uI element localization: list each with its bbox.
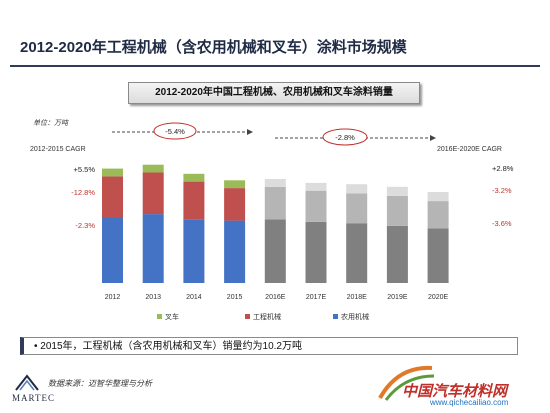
legend-label: 工程机械	[253, 312, 281, 321]
cagr-right-total: -2.8%	[335, 133, 355, 142]
page-title: 2012-2020年工程机械（含农用机械和叉车）涂料市场规模	[20, 39, 407, 56]
bar-2014-工程机械	[183, 181, 205, 220]
cagr-left-value: -2.3%	[75, 221, 95, 230]
cagr-right-value: -3.2%	[492, 186, 512, 195]
legend-swatch	[157, 314, 162, 319]
bar-2018E-工程机械	[346, 193, 368, 224]
bar-2012-叉车	[102, 168, 123, 177]
x-tick-label: 2017E	[306, 294, 327, 301]
bar-2016E-工程机械	[264, 186, 286, 220]
x-tick-label: 2019E	[387, 294, 408, 301]
title-divider	[10, 65, 540, 67]
bar-2019E-叉车	[386, 186, 408, 196]
bar-2020E-叉车	[427, 192, 449, 202]
bar-2014-叉车	[183, 173, 205, 182]
legend-label: 农用机械	[341, 312, 369, 321]
unit-label: 单位：万吨	[33, 120, 68, 127]
bar-2017E-工程机械	[305, 190, 327, 222]
cagr-right-label: 2016E-2020E CAGR	[437, 146, 502, 153]
note-box: • 2015年，工程机械（含农用机械和叉车）销量约为10.2万吨	[20, 337, 518, 355]
x-tick-label: 2014	[186, 294, 202, 301]
bar-2018E-农用机械	[346, 223, 368, 283]
x-tick-label: 2018E	[347, 294, 368, 301]
bar-2013-叉车	[142, 164, 164, 173]
legend-swatch	[333, 314, 338, 319]
bar-2013-工程机械	[142, 172, 164, 215]
data-source: 数据来源：迈智华整理与分析	[48, 379, 152, 388]
bar-2015-叉车	[224, 180, 246, 189]
watermark-logo: 中国汽车材料网	[402, 383, 508, 400]
bar-2014-农用机械	[183, 219, 205, 283]
bar-2015-农用机械	[224, 220, 246, 283]
legend-swatch	[245, 314, 250, 319]
bar-2018E-叉车	[346, 184, 368, 194]
bar-2020E-工程机械	[427, 201, 449, 229]
bar-2012-农用机械	[102, 218, 123, 283]
x-tick-label: 2016E	[265, 294, 286, 301]
bars-group	[102, 164, 449, 283]
watermark-swoosh-icon	[378, 365, 435, 401]
x-tick-labels: 2012 2013 2014 2015 2016E 2017E 2018E 2019E 2020…	[105, 294, 449, 301]
bar-2019E-工程机械	[386, 195, 408, 226]
bar-2017E-农用机械	[305, 221, 327, 283]
x-tick-label: 2020E	[428, 294, 449, 301]
bar-2013-农用机械	[142, 214, 164, 283]
x-tick-label: 2013	[145, 294, 161, 301]
bar-2017E-叉车	[305, 182, 327, 191]
watermark-url: www.qichecailiao.com	[430, 398, 509, 407]
bar-2016E-农用机械	[264, 219, 286, 283]
cagr-left-label: 2012-2015 CAGR	[30, 146, 86, 153]
bar-2012-工程机械	[102, 176, 123, 218]
bar-2020E-农用机械	[427, 228, 449, 283]
legend-label: 叉车	[165, 312, 179, 321]
bar-2016E-叉车	[264, 179, 286, 187]
x-tick-label: 2012	[105, 294, 121, 301]
x-tick-label: 2015	[227, 294, 243, 301]
chart-title: 2012-2020年中国工程机械、农用机械和叉车涂料销量	[128, 82, 420, 104]
cagr-right-ellipse	[322, 128, 368, 146]
bar-2015-工程机械	[224, 188, 246, 221]
legend: 叉车 工程机械 农用机械	[157, 312, 369, 321]
cagr-left-value: +5.5%	[74, 165, 96, 174]
cagr-annotations: +5.5% -12.8% -2.3% +2.8% -3.2% -3.6% -5.4% -2.8…	[71, 122, 514, 230]
cagr-left-value: -12.8%	[71, 188, 95, 197]
cagr-left-total: -5.4%	[165, 127, 185, 136]
cagr-right-value: -3.6%	[492, 219, 512, 228]
bar-2019E-农用机械	[386, 225, 408, 283]
martec-logo-text: MARTEC	[12, 393, 55, 403]
martec-logo-icon	[15, 374, 39, 391]
cagr-right-value: +2.8%	[492, 164, 514, 173]
cagr-left-ellipse	[153, 122, 197, 140]
